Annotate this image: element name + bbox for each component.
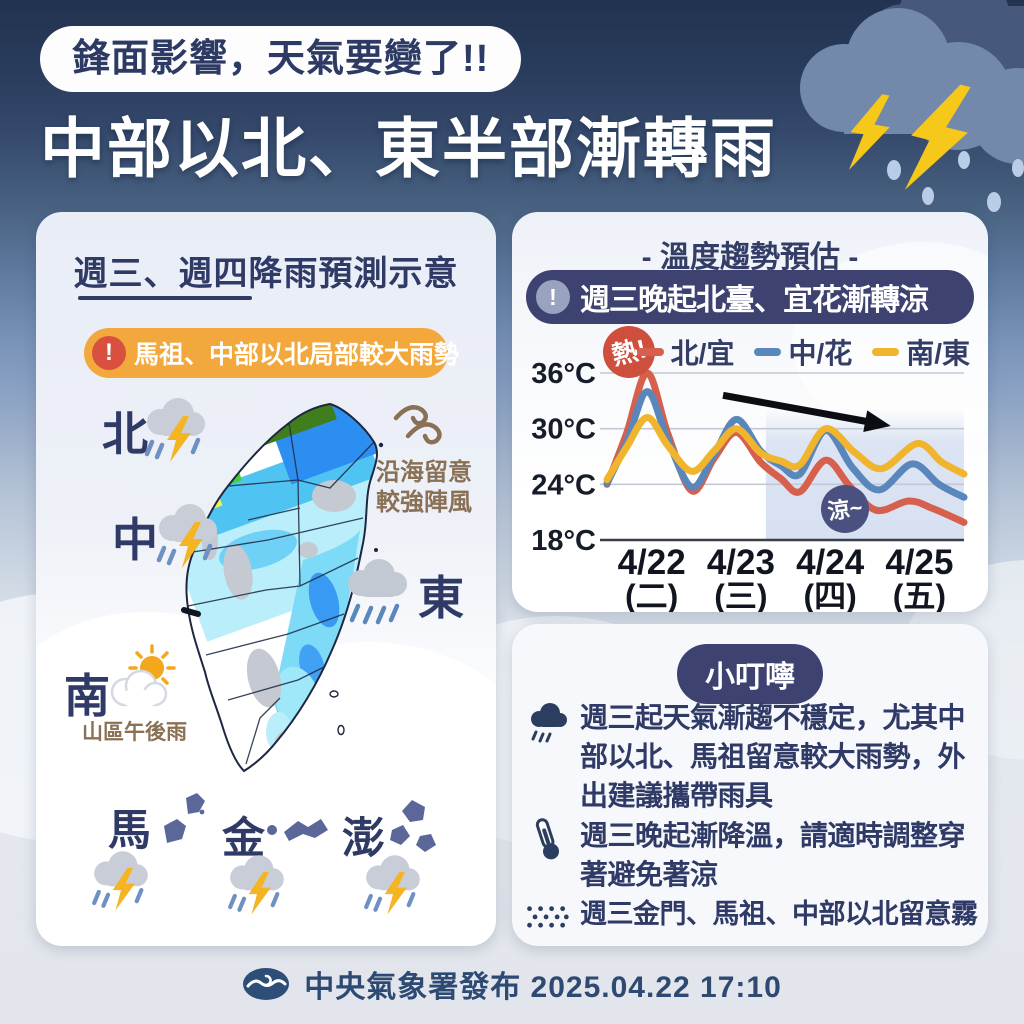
- tip-text: 週三晚起漸降溫，請適時調整穿著避免著涼: [580, 820, 966, 891]
- matsu-islands-shape: [164, 793, 205, 843]
- svg-text:18°C: 18°C: [531, 525, 596, 557]
- legend-dash-south: [872, 348, 900, 356]
- svg-text:(三): (三): [714, 578, 767, 612]
- region-label-east: 東: [418, 572, 464, 624]
- exclamation-circle-icon: !: [92, 336, 126, 370]
- taiwan-rainfall-map: [181, 402, 384, 773]
- temp-subtitle-badge: ! 週三晚起北臺、宜花漸轉涼: [526, 270, 974, 324]
- rain-warning-text: 馬祖、中部以北局部較大雨勢: [134, 341, 460, 369]
- south-note: 山區午後雨: [82, 721, 187, 744]
- tip-text: 週三起天氣漸趨不穩定，尤其中部以北、馬祖留意較大雨勢，外出建議攜帶雨具: [580, 702, 966, 812]
- island-label-penghu: 澎: [342, 815, 385, 863]
- svg-text:(五): (五): [893, 578, 946, 612]
- legend-item: 北/宜: [636, 332, 735, 372]
- penghu-islands-shape: [390, 800, 436, 852]
- tip-item: 週三晚起漸降溫，請適時調整穿著避免著涼: [524, 816, 984, 894]
- tip-text: 週三金門、馬祖、中部以北留意霧: [580, 899, 978, 929]
- legend-item: 南/東: [872, 332, 970, 372]
- svg-text:30°C: 30°C: [531, 414, 596, 446]
- temperature-trend-chart: 36°C 30°C 24°C 18°C 4/22(二) 4/23(三) 4/24(四) 4/2…: [531, 326, 968, 612]
- temperature-trend-panel: 36°C 30°C 24°C 18°C 4/22 (二) 4/23 (三) 4/24 (四) 4/2…: [512, 212, 988, 612]
- header-badge-text: 鋒面影響，天氣要變了!!: [72, 38, 490, 80]
- temp-panel-title: - 溫度趨勢預估 -: [641, 241, 859, 274]
- fog-icon: [527, 906, 569, 928]
- storm-cloud-lightning-art: [800, 0, 1024, 212]
- region-label-south: 南: [64, 670, 110, 722]
- cwa-logo-icon: [243, 968, 290, 1000]
- legend-label: 中/花: [788, 338, 853, 369]
- svg-text:4/24: 4/24: [796, 543, 865, 582]
- svg-text:(二): (二): [625, 578, 678, 612]
- tip-item: 週三起天氣漸趨不穩定，尤其中部以北、馬祖留意較大雨勢，外出建議攜帶雨具: [524, 698, 984, 816]
- header-badge: 鋒面影響，天氣要變了!!: [40, 26, 522, 92]
- storm-cloud-lightning-icon: [136, 388, 216, 468]
- svg-text:4/25: 4/25: [885, 543, 953, 582]
- thermometer-icon: [531, 816, 564, 862]
- legend-dash-north: [636, 348, 664, 356]
- rain-panel-title: 週三、週四降雨預測示意: [73, 255, 459, 293]
- coast-note-line2: 較強陣風: [376, 489, 472, 516]
- tips-title-badge: 小叮嚀: [677, 644, 823, 704]
- footer: 中央氣象署發布 2025.04.22 17:10: [0, 962, 1024, 1006]
- svg-text:4/23: 4/23: [707, 543, 775, 582]
- wind-gust-icon: [388, 392, 444, 448]
- storm-cloud-lightning-icon: [148, 494, 228, 574]
- sun-behind-cloud-icon: [110, 644, 176, 708]
- svg-text:(四): (四): [803, 578, 856, 612]
- chart-legend: 北/宜 中/花 南/東: [636, 332, 970, 372]
- svg-text:36°C: 36°C: [531, 358, 596, 390]
- svg-text:24°C: 24°C: [531, 469, 596, 501]
- rain-cloud-icon: [338, 550, 418, 630]
- rain-warning-badge: ! 馬祖、中部以北局部較大雨勢: [84, 328, 459, 378]
- region-label-central: 中: [112, 514, 158, 566]
- tips-panel: 小叮嚀 週三起天氣漸趨不穩定，尤其中部以北、馬祖留意較大雨勢，外出建議攜帶雨具 …: [512, 624, 988, 946]
- legend-dash-central: [754, 348, 782, 356]
- temp-subtitle-text: 週三晚起北臺、宜花漸轉涼: [580, 284, 929, 317]
- tip-item: 週三金門、馬祖、中部以北留意霧: [524, 896, 988, 936]
- exclamation-circle-icon: !: [536, 280, 570, 314]
- coast-note-line1: 沿海留意: [376, 459, 472, 486]
- storm-cloud-lightning-icon: [220, 846, 294, 920]
- storm-cloud-lightning-icon: [84, 842, 158, 916]
- title-underline: [78, 296, 252, 300]
- page-title: 中部以北、東半部漸轉雨: [40, 112, 778, 185]
- kinmen-island-shape: [267, 819, 328, 841]
- storm-cloud-lightning-icon: [356, 846, 430, 920]
- legend-label: 南/東: [906, 338, 970, 369]
- region-label-north: 北: [102, 408, 148, 460]
- rain-cloud-icon: [529, 701, 569, 743]
- island-label-matsu: 馬: [108, 807, 151, 855]
- legend-item: 中/花: [754, 332, 852, 372]
- rain-forecast-panel: 週三、週四降雨預測示意 ! 馬祖、中部以北局部較大雨勢: [36, 212, 496, 946]
- svg-text:涼~: 涼~: [826, 495, 864, 525]
- island-label-kinmen: 金: [222, 815, 265, 863]
- legend-label: 北/宜: [670, 338, 735, 369]
- svg-text:4/22: 4/22: [618, 543, 686, 582]
- footer-text: 中央氣象署發布 2025.04.22 17:10: [304, 971, 782, 1004]
